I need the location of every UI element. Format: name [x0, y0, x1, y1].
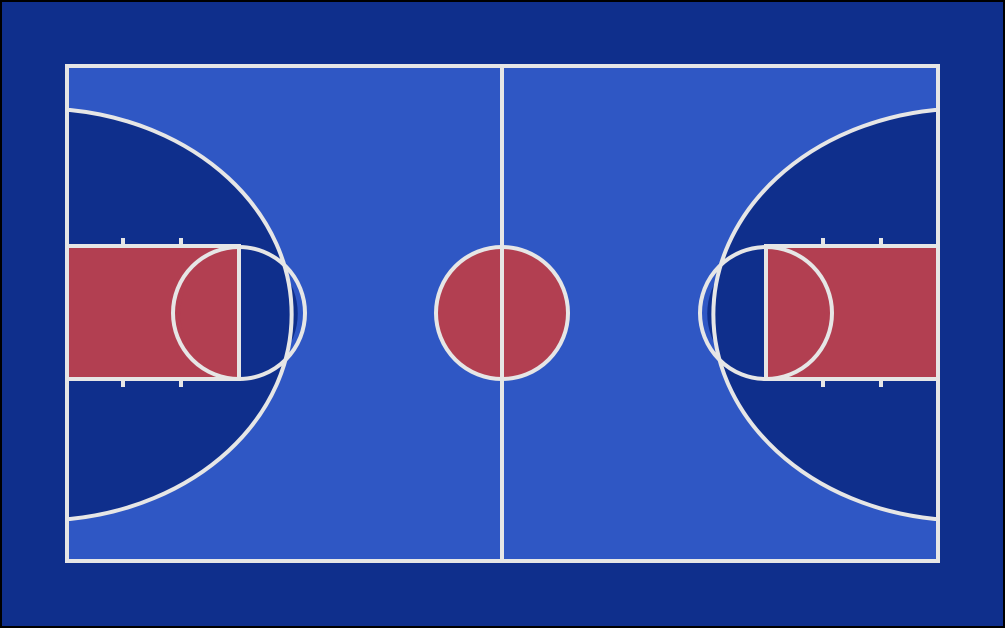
right-free-throw-circle: [698, 245, 834, 381]
right-three-point-line: [711, 108, 936, 521]
left-free-throw-circle: [171, 245, 307, 381]
left-ft-circle-inner-half: [180, 248, 239, 379]
left-key-line: [69, 244, 241, 381]
center-circle-line: [434, 245, 570, 381]
right-key-line: [764, 244, 936, 381]
left-ft-circle-outer-half: [239, 248, 298, 379]
court-lines: [65, 64, 940, 563]
left-three-point-line: [69, 108, 294, 521]
right-ft-circle-outer-half: [707, 248, 766, 379]
right-ft-circle-inner-half: [766, 248, 825, 379]
